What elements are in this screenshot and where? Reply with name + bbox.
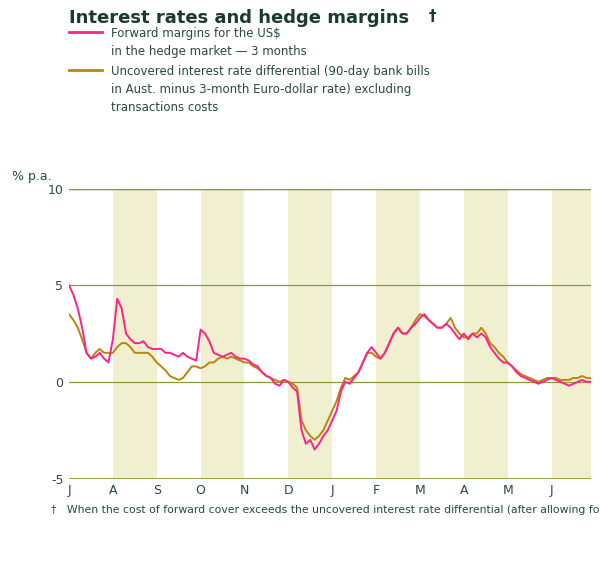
Bar [113,188,157,478]
Text: Interest rates and hedge margins: Interest rates and hedge margins [69,9,409,27]
Bar [376,188,420,478]
Bar [551,188,595,478]
Bar [200,188,244,478]
Bar [464,188,508,478]
Text: †   When the cost of forward cover exceeds the uncovered interest rate different: † When the cost of forward cover exceeds… [51,505,600,514]
Bar [289,188,332,478]
Text: †: † [429,9,437,24]
Text: % p.a.: % p.a. [12,170,52,183]
Text: Uncovered interest rate differential (90-day bank bills
in Aust. minus 3-month E: Uncovered interest rate differential (90… [111,65,430,114]
Text: Forward margins for the US$
in the hedge market — 3 months: Forward margins for the US$ in the hedge… [111,27,307,58]
